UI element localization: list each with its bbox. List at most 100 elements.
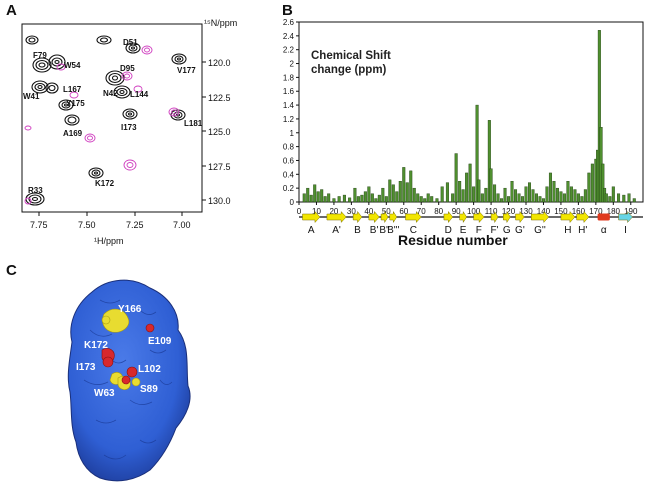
- ss-label: H': [578, 225, 587, 236]
- y-tick-label: 1.8: [283, 73, 295, 82]
- x-tick-label: 30: [347, 207, 356, 216]
- x-tick-label: 130: [519, 207, 533, 216]
- chart-bar: [617, 193, 621, 203]
- chart-bar: [514, 189, 518, 203]
- x-tick-label: 60: [399, 207, 408, 216]
- chart-bar: [332, 198, 336, 203]
- chart-title-line-2: change (ppm): [311, 64, 387, 76]
- chart-bar: [524, 186, 528, 203]
- chart-bar: [566, 181, 570, 203]
- ss-strand: [443, 210, 453, 224]
- chart-bar: [309, 194, 313, 203]
- chart-bar: [306, 187, 310, 203]
- chart-bar: [374, 198, 378, 203]
- ss-strand: [576, 210, 590, 224]
- chart-bar: [461, 189, 465, 203]
- chart-bar: [521, 196, 525, 203]
- chart-bar: [475, 104, 479, 203]
- ss-label: G'': [534, 225, 546, 236]
- chart-bar: [454, 153, 458, 203]
- chart-bar: [384, 196, 388, 203]
- chart-bar: [548, 172, 552, 203]
- chart-bars: [302, 30, 636, 203]
- chart-bar: [435, 198, 439, 203]
- chart-bar: [552, 181, 556, 203]
- y-tick-label: 1.4: [283, 101, 295, 110]
- chart-bar: [608, 196, 612, 203]
- chart-bar: [555, 187, 559, 203]
- chart-bar: [445, 182, 449, 203]
- x-tick-label: 20: [329, 207, 338, 216]
- chart-bar: [590, 163, 594, 203]
- chart-bar: [367, 186, 371, 203]
- chart-bar: [391, 184, 395, 203]
- ss-strand: [503, 210, 511, 224]
- chart-bar: [538, 196, 542, 203]
- chart-bar: [487, 120, 491, 203]
- chart-bar: [348, 197, 352, 203]
- chart-bar: [409, 170, 413, 203]
- ss-label: B''': [387, 225, 399, 236]
- x-tick-label: 170: [589, 207, 603, 216]
- chart-bar: [363, 191, 367, 203]
- chart-bar: [534, 193, 538, 203]
- y-tick-label: 0.8: [283, 143, 295, 152]
- ss-strand: [473, 210, 485, 224]
- chart-bar: [313, 184, 317, 203]
- x-tick-label: 90: [452, 207, 461, 216]
- secondary-structure-track: A A' B B' B''B''' C D E F F' G G' G'' H H' α I: [299, 210, 643, 236]
- y-tick-label: 1.6: [283, 87, 295, 96]
- ss-label: G': [515, 225, 525, 236]
- chart-bar: [632, 198, 636, 203]
- chart-bar: [573, 189, 577, 203]
- x-tick-label: 190: [624, 207, 638, 216]
- y-tick-label: 1: [290, 129, 295, 138]
- chart-bar: [458, 181, 462, 203]
- y-tick-label: 0.4: [283, 170, 295, 179]
- ss-label: B': [370, 225, 379, 236]
- chart-bar: [517, 193, 521, 203]
- chart-bar: [480, 193, 484, 203]
- chart-bar: [395, 191, 399, 203]
- chart-bar: [604, 193, 608, 203]
- chart-bar: [597, 30, 601, 203]
- ss-strand: [352, 210, 363, 224]
- chart-bar: [320, 189, 324, 203]
- chart-bar: [426, 193, 430, 203]
- chart-bar: [465, 172, 469, 203]
- y-tick-label: 1.2: [283, 115, 295, 124]
- panel-c-letter: C: [6, 262, 17, 279]
- chart-bar: [377, 194, 381, 203]
- chart-bar: [531, 189, 535, 203]
- chart-bar: [503, 187, 507, 203]
- chart-bar: [316, 191, 320, 203]
- chart-bar: [500, 198, 504, 203]
- ss-strand: [405, 210, 422, 224]
- ss-strand: [530, 210, 550, 224]
- panel-a-letter: A: [6, 2, 17, 19]
- y-tick-label: 0.6: [283, 156, 295, 165]
- chart-bar: [370, 193, 374, 203]
- chart-bar: [353, 187, 357, 203]
- chart-bar: [381, 187, 385, 203]
- chart-bar: [356, 196, 360, 203]
- chart-bar: [412, 187, 416, 203]
- y-tick-label: 2.6: [283, 18, 295, 27]
- ss-label: B: [354, 225, 361, 236]
- chart-bar: [580, 196, 584, 203]
- chart-bar: [587, 172, 591, 203]
- ss-label: F: [476, 225, 482, 236]
- chart-bar: [423, 198, 427, 203]
- ss-label: G: [503, 225, 511, 236]
- x-tick-label: 110: [485, 207, 498, 216]
- chart-bar: [627, 193, 631, 203]
- ss-strand: [459, 210, 467, 224]
- ss-strand: [368, 210, 380, 224]
- chart-bar: [569, 186, 573, 203]
- chart-bar: [337, 196, 341, 203]
- ss-strand: [490, 210, 499, 224]
- chart-bar: [507, 196, 511, 203]
- ss-label: D: [445, 225, 452, 236]
- y-tick-label: 0.2: [283, 184, 295, 193]
